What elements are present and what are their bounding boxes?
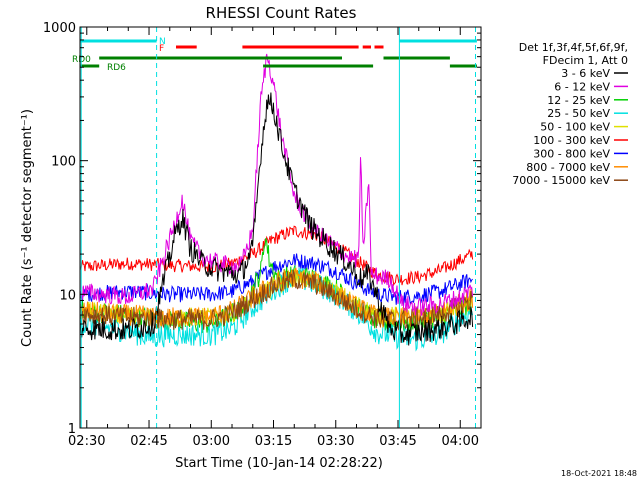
x-tick-label-1: 02:45 [130, 434, 167, 449]
chart-title: RHESSI Count Rates [206, 4, 357, 22]
x-axis-label: Start Time (10-Jan-14 02:28:22) [175, 456, 383, 471]
flag-label-n: N [159, 37, 166, 47]
series-layer [79, 53, 474, 352]
legend-header: Det 1f,3f,4f,5f,6f,9f,FDecim 1, Att 0 [519, 41, 628, 67]
series-line-3-6kev [79, 92, 474, 346]
legend-label-5: 100 - 300 keV [533, 134, 610, 147]
series-line-6-12kev [79, 53, 474, 317]
y-tick-label-3: 1000 [43, 21, 76, 36]
y-ticks: 1 10 100 1000 [43, 21, 481, 437]
series-line-300-800kev [79, 253, 473, 307]
x-tick-label-3: 03:15 [255, 434, 292, 449]
series-line-100-300kev [79, 225, 474, 287]
legend-header-line-1: FDecim 1, Att 0 [543, 54, 628, 67]
x-tick-label-5: 03:45 [379, 434, 416, 449]
x-tick-label-2: 03:00 [193, 434, 230, 449]
y-tick-label-1: 10 [59, 288, 76, 303]
legend-label-7: 800 - 7000 keV [526, 161, 610, 174]
y-tick-label-0: 1 [68, 422, 76, 437]
legend-label-1: 6 - 12 keV [554, 80, 610, 93]
legend-label-0: 3 - 6 keV [561, 67, 610, 80]
vertical-lines-layer [80, 27, 476, 428]
flags-layer: NFRD0RD6 [72, 37, 477, 73]
legend-label-8: 7000 - 15000 keV [512, 174, 610, 187]
y-axis-label-group: Count Rate (s⁻¹ detector segment⁻¹) [20, 109, 35, 347]
legend-label-4: 50 - 100 keV [540, 121, 610, 134]
plot-frame [79, 26, 482, 429]
x-ticks: 02:30 02:45 03:00 03:15 03:30 03:45 04:00 [68, 27, 482, 449]
y-tick-label-2: 100 [51, 155, 76, 170]
legend-header-line-0: Det 1f,3f,4f,5f,6f,9f, [519, 41, 628, 54]
legend-label-6: 300 - 800 keV [533, 147, 610, 160]
legend-label-2: 12 - 25 keV [547, 94, 610, 107]
y-axis-label: Count Rate (s⁻¹ detector segment⁻¹) [20, 109, 35, 347]
x-tick-label-4: 03:30 [317, 434, 354, 449]
x-tick-label-6: 04:00 [442, 434, 479, 449]
flag-label-rd6: RD6 [107, 63, 126, 73]
timestamp: 18-Oct-2021 18:48 [561, 469, 637, 478]
legend-label-3: 25 - 50 keV [547, 107, 610, 120]
flag-label-f: F [159, 44, 164, 54]
x-tick-label-0: 02:30 [68, 434, 105, 449]
